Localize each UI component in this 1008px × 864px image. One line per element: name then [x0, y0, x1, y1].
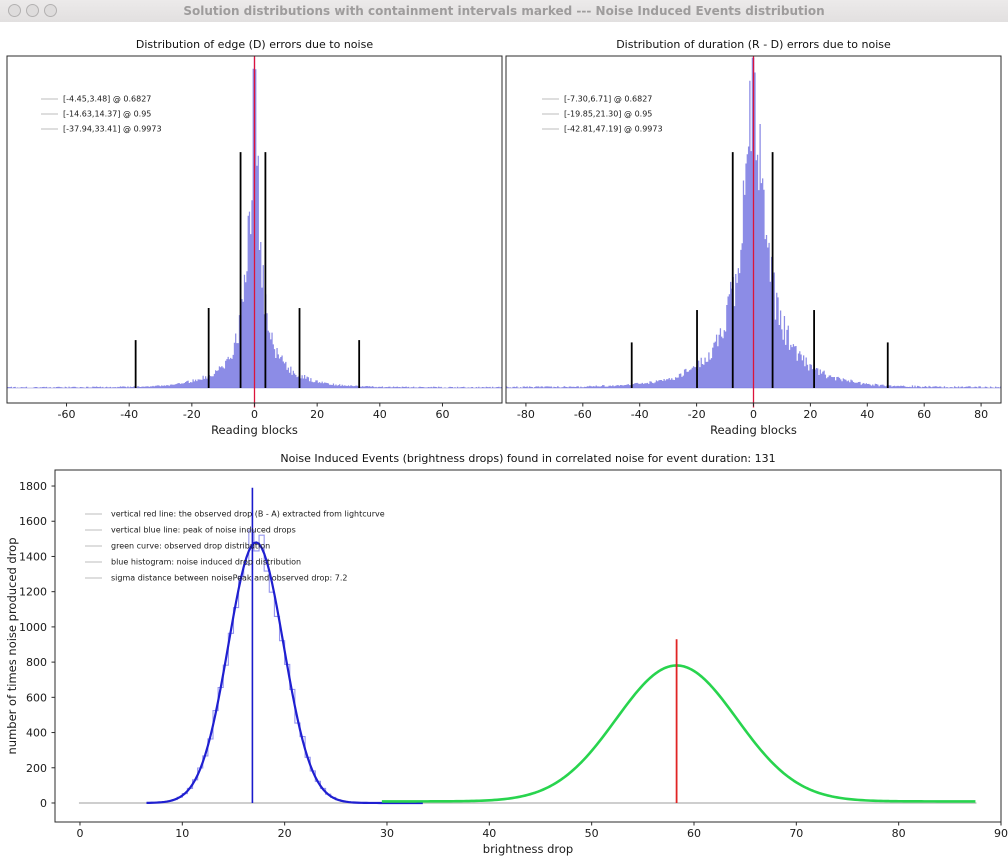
svg-text:vertical blue line: peak of no: vertical blue line: peak of noise induce… [111, 526, 296, 535]
svg-text:60: 60 [435, 408, 449, 421]
svg-text:40: 40 [373, 408, 387, 421]
svg-text:1800: 1800 [19, 480, 47, 493]
svg-text:-40: -40 [631, 408, 649, 421]
svg-text:1600: 1600 [19, 515, 47, 528]
svg-text:80: 80 [892, 827, 906, 840]
svg-text:-80: -80 [517, 408, 535, 421]
svg-text:30: 30 [380, 827, 394, 840]
svg-text:600: 600 [26, 691, 47, 704]
svg-text:-60: -60 [574, 408, 592, 421]
minimize-button[interactable] [26, 4, 39, 17]
svg-text:blue histogram: noise induced: blue histogram: noise induced drop distr… [111, 558, 301, 567]
svg-text:Reading blocks: Reading blocks [211, 423, 298, 437]
svg-text:-20: -20 [688, 408, 706, 421]
svg-text:40: 40 [482, 827, 496, 840]
svg-text:[-37.94,33.41] @ 0.9973: [-37.94,33.41] @ 0.9973 [63, 125, 162, 134]
window-titlebar: Solution distributions with containment … [0, 0, 1008, 23]
svg-text:60: 60 [917, 408, 931, 421]
svg-text:50: 50 [585, 827, 599, 840]
svg-text:[-19.85,21.30] @ 0.95: [-19.85,21.30] @ 0.95 [564, 110, 652, 119]
svg-text:[-4.45,3.48] @ 0.6827: [-4.45,3.48] @ 0.6827 [63, 95, 151, 104]
traffic-lights [8, 4, 57, 17]
svg-text:60: 60 [687, 827, 701, 840]
svg-text:-40: -40 [120, 408, 138, 421]
svg-text:1000: 1000 [19, 621, 47, 634]
svg-text:Noise Induced Events (brightne: Noise Induced Events (brightness drops) … [280, 452, 775, 465]
svg-text:vertical red line: the observe: vertical red line: the observed drop (B … [111, 510, 385, 519]
svg-text:number of times noise produced: number of times noise produced drop [5, 537, 19, 754]
svg-text:70: 70 [789, 827, 803, 840]
plots-svg: -60 -40 -20 0 20 40 60 Distribution of edge (D)… [5, 38, 1008, 856]
svg-text:Distribution of edge (D) error: Distribution of edge (D) errors due to n… [136, 38, 373, 51]
svg-text:40: 40 [860, 408, 874, 421]
svg-text:20: 20 [803, 408, 817, 421]
svg-text:0: 0 [76, 827, 83, 840]
svg-text:400: 400 [26, 727, 47, 740]
zoom-button[interactable] [44, 4, 57, 17]
svg-text:0: 0 [750, 408, 757, 421]
svg-text:0: 0 [251, 408, 258, 421]
figure-canvas: -60 -40 -20 0 20 40 60 Distribution of edge (D)… [0, 22, 1008, 864]
svg-text:1400: 1400 [19, 550, 47, 563]
svg-text:[-42.81,47.19] @ 0.9973: [-42.81,47.19] @ 0.9973 [564, 125, 663, 134]
svg-text:brightness drop: brightness drop [483, 842, 573, 856]
window-title: Solution distributions with containment … [183, 4, 825, 18]
svg-text:-60: -60 [58, 408, 76, 421]
svg-text:90: 90 [994, 827, 1008, 840]
svg-text:Reading blocks: Reading blocks [710, 423, 797, 437]
svg-text:1200: 1200 [19, 586, 47, 599]
svg-text:Distribution of duration (R -: Distribution of duration (R - D) errors … [616, 38, 891, 51]
svg-text:0: 0 [40, 797, 47, 810]
svg-text:10: 10 [175, 827, 189, 840]
svg-text:200: 200 [26, 762, 47, 775]
svg-text:[-14.63,14.37] @ 0.95: [-14.63,14.37] @ 0.95 [63, 110, 151, 119]
svg-text:80: 80 [974, 408, 988, 421]
svg-text:800: 800 [26, 656, 47, 669]
svg-text:[-7.30,6.71] @ 0.6827: [-7.30,6.71] @ 0.6827 [564, 95, 652, 104]
svg-text:sigma distance between noisePe: sigma distance between noisePeak and obs… [111, 574, 347, 583]
close-button[interactable] [8, 4, 21, 17]
svg-text:20: 20 [310, 408, 324, 421]
svg-text:-20: -20 [183, 408, 201, 421]
svg-text:20: 20 [278, 827, 292, 840]
svg-text:green curve: observed drop dis: green curve: observed drop distribution [111, 542, 270, 551]
